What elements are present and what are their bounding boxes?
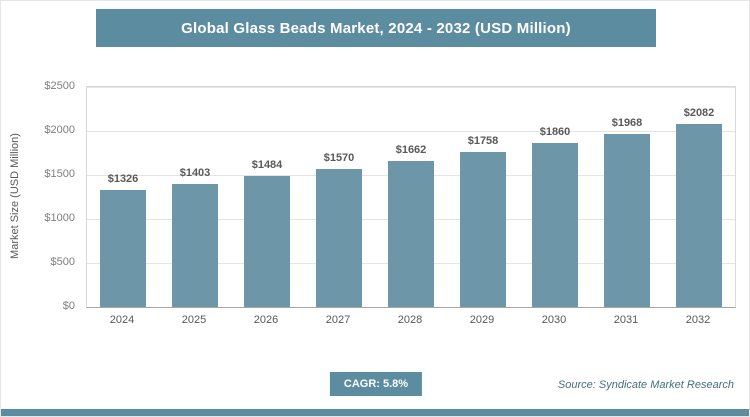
bar-value-label: $1968 (611, 116, 643, 129)
gridline (87, 131, 735, 132)
bar-value-label: $1662 (395, 143, 427, 156)
bar (532, 143, 578, 307)
bar (388, 160, 434, 307)
bar (676, 123, 722, 307)
bar-value-label: $2082 (683, 106, 715, 119)
y-tick-label: $2000 (44, 124, 75, 136)
bar-column: $1860 (522, 126, 588, 307)
bar-column: $1403 (162, 166, 228, 307)
bar-column: $1662 (378, 144, 444, 307)
x-tick-label: 2029 (469, 314, 495, 326)
bar-value-label: $1570 (323, 151, 355, 164)
bar-column: $1968 (594, 117, 660, 307)
y-axis-ticks: $0 $500 $1000 $1500 $2000 $2500 (21, 80, 79, 312)
bar-value-label: $1758 (467, 135, 499, 148)
bar (316, 168, 362, 307)
bar-value-label: $1860 (539, 126, 571, 139)
y-tick-label: $1500 (44, 168, 75, 180)
bar-column: $2082 (666, 107, 732, 307)
bar (172, 183, 218, 307)
bottom-accent-bar (1, 409, 749, 416)
x-tick-label: 2031 (613, 314, 639, 326)
x-tick-label: 2032 (685, 314, 711, 326)
x-tick-label: 2027 (325, 314, 351, 326)
source-credit: Source: Syndicate Market Research (557, 379, 734, 391)
cagr-badge: CAGR: 5.8% (329, 372, 423, 396)
y-axis-title: Market Size (USD Million) (9, 133, 21, 259)
bars-container: $1326 $1403 $1484 $1570 $1662 $1758 $1860 $1968… (87, 87, 735, 307)
bar (460, 152, 506, 307)
bar-value-label: $1326 (107, 173, 139, 186)
bar-column: $1326 (90, 173, 156, 307)
x-tick-label: 2026 (253, 314, 279, 326)
y-tick-label: $0 (62, 300, 75, 312)
x-tick-label: 2025 (181, 314, 207, 326)
plot-area: $1326 $1403 $1484 $1570 $1662 $1758 $1860 $1968… (86, 86, 736, 308)
bar-column: $1758 (450, 135, 516, 307)
bar-value-label: $1403 (179, 166, 211, 179)
bar (244, 176, 290, 307)
y-tick-label: $2500 (44, 80, 75, 92)
bar-column: $1570 (306, 152, 372, 307)
gridline (87, 87, 735, 88)
y-tick-label: $1000 (44, 212, 75, 224)
bar-column: $1484 (234, 159, 300, 307)
x-axis-labels: 2024 2025 2026 2027 2028 2029 2030 2031 2032 (86, 314, 734, 326)
bar (604, 133, 650, 307)
chart-title: Global Glass Beads Market, 2024 - 2032 (… (181, 19, 571, 37)
chart-title-bar: Global Glass Beads Market, 2024 - 2032 (… (96, 9, 656, 47)
x-tick-label: 2028 (397, 314, 423, 326)
x-tick-label: 2024 (109, 314, 135, 326)
bar (100, 190, 146, 307)
bar-value-label: $1484 (251, 159, 283, 172)
x-tick-label: 2030 (541, 314, 567, 326)
y-tick-label: $500 (50, 256, 75, 268)
